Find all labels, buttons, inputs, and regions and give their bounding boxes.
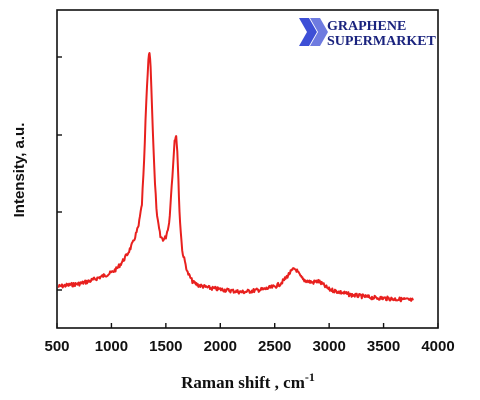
graphene-supermarket-logo: GRAPHENE SUPERMARKET [299,18,437,49]
x-axis-ticks: 500 1000 1500 2000 2500 3000 3500 4000 [44,323,455,355]
x-tick-label: 3500 [367,338,400,355]
x-tick-label: 4000 [421,338,454,355]
x-axis-title-superscript: -1 [305,370,315,384]
y-axis-title: Intensity, a.u. [11,123,28,218]
x-tick-label: 1500 [149,338,182,355]
x-tick-label: 500 [44,338,69,355]
raman-spectrum-line [57,52,414,303]
x-tick-label: 2000 [204,338,237,355]
plot-frame [56,9,439,329]
x-tick-label: 3000 [312,338,345,355]
x-tick-label: 2500 [258,338,291,355]
logo-chevron-icon [310,18,328,46]
x-tick-label: 1000 [95,338,128,355]
y-axis-ticks [57,56,62,291]
logo-line2: SUPERMARKET [327,34,437,49]
x-axis-title: Raman shift , cm-1 [181,370,315,392]
logo-line1: GRAPHENE [327,19,406,34]
logo-chevron-icon [299,18,317,46]
x-axis-title-text: Raman shift , cm [181,373,305,392]
